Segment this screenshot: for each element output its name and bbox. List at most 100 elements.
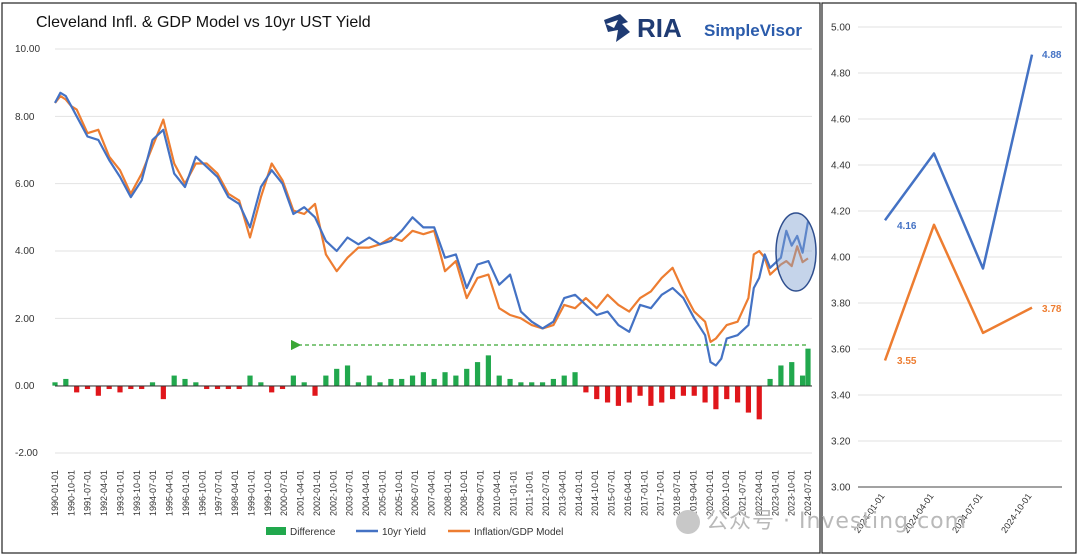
x-tick-label: 2017-10-01 <box>656 470 666 516</box>
difference-bar <box>301 382 307 386</box>
x-tick-label: 2000-07-01 <box>279 470 289 516</box>
difference-bar <box>724 385 730 400</box>
legend-label-difference: Difference <box>290 527 336 538</box>
x-tick-label: 2005-01-01 <box>377 470 387 516</box>
y-tick-label: 2.00 <box>15 314 35 325</box>
difference-bar <box>626 385 632 403</box>
difference-bar <box>789 362 795 386</box>
legend-label-yield: 10yr Yield <box>382 527 426 538</box>
difference-bar <box>204 385 210 390</box>
difference-bar <box>778 365 784 386</box>
difference-bar <box>225 385 231 390</box>
x-tick-label: 1993-10-01 <box>132 470 142 516</box>
difference-bar <box>323 375 329 386</box>
x-tick-label: 2011-10-01 <box>525 471 535 516</box>
difference-bar <box>518 382 524 386</box>
difference-bar <box>561 375 567 386</box>
difference-bar <box>399 378 405 386</box>
x-tick-label: 2019-04-01 <box>688 470 698 516</box>
x-tick-label: 1999-10-01 <box>263 470 273 516</box>
difference-bar <box>648 385 654 406</box>
difference-bar <box>160 385 166 400</box>
y-tick-label: -2.00 <box>15 448 38 459</box>
difference-bar <box>442 372 448 386</box>
difference-bar <box>279 385 286 390</box>
difference-bar <box>377 382 383 386</box>
y-tick-label: 3.40 <box>831 391 851 402</box>
yield-line <box>54 91 810 367</box>
difference-bar <box>659 385 665 403</box>
y-tick-label: 4.40 <box>831 161 851 172</box>
difference-bar <box>453 375 459 386</box>
x-tick-label: 2003-07-01 <box>345 470 355 516</box>
difference-bar <box>84 385 91 390</box>
highlight-ellipse <box>775 212 817 292</box>
x-tick-label: 1997-07-01 <box>214 470 224 516</box>
difference-bar <box>63 378 69 386</box>
difference-bar <box>583 385 589 393</box>
difference-bar <box>149 382 156 386</box>
left-gridlines <box>55 48 812 454</box>
difference-bar <box>756 385 762 420</box>
x-tick-label: 2017-01-01 <box>639 470 649 516</box>
model-line <box>54 94 809 343</box>
x-tick-label: 2013-04-01 <box>557 470 567 516</box>
left-series-lines <box>54 91 810 367</box>
legend-label-model: Inflation/GDP Model <box>474 527 563 538</box>
x-tick-label: 2014-10-01 <box>590 470 600 516</box>
x-tick-label: 2004-04-01 <box>361 470 371 516</box>
difference-bar <box>95 385 101 396</box>
difference-bar <box>236 385 242 390</box>
difference-bar <box>128 385 134 390</box>
difference-bar <box>669 385 676 400</box>
brand-product: SimpleVisor <box>704 21 802 40</box>
difference-bar <box>344 365 351 386</box>
x-tick-label: 1996-10-01 <box>197 470 207 516</box>
right-gridlines <box>858 26 1062 488</box>
y-tick-label: 10.00 <box>15 44 40 55</box>
difference-bar <box>171 375 177 386</box>
eagle-logo-icon <box>604 14 630 42</box>
x-tick-label: 2009-07-01 <box>476 470 486 516</box>
x-tick-label: 2020-10-01 <box>721 470 731 516</box>
x-tick-label: 2002-01-01 <box>312 470 322 516</box>
brand-name: RIA <box>637 13 682 43</box>
difference-bar <box>409 375 416 386</box>
left-panel-border <box>1 2 821 554</box>
x-tick-label: 1992-04-01 <box>99 470 109 516</box>
x-tick-label: 2020-01-01 <box>705 470 715 516</box>
difference-bar <box>496 375 502 386</box>
left-chart-title: Cleveland Infl. & GDP Model vs 10yr UST … <box>36 14 371 31</box>
difference-bar <box>290 375 296 386</box>
difference-bar <box>734 385 741 403</box>
difference-bar <box>214 385 221 390</box>
difference-bar <box>637 385 643 396</box>
x-tick-label: 1998-04-01 <box>230 470 240 516</box>
difference-bar <box>799 375 806 386</box>
difference-bar <box>106 385 112 390</box>
x-tick-label: 2007-04-01 <box>427 470 437 516</box>
data-label-model-end: 3.78 <box>1042 304 1062 315</box>
difference-bars <box>52 348 811 420</box>
x-tick-label: 1994-07-01 <box>148 470 158 516</box>
data-label-yield-end: 4.88 <box>1042 50 1062 61</box>
difference-bar <box>539 382 546 386</box>
y-tick-label: 6.00 <box>15 179 35 190</box>
x-tick-label: 1990-01-01 <box>50 470 60 516</box>
x-tick-label: 2010-04-01 <box>492 470 502 516</box>
difference-bar <box>388 378 394 386</box>
wechat-icon <box>676 510 700 534</box>
difference-bar <box>805 348 811 386</box>
difference-bar <box>182 378 188 386</box>
x-tick-label: 2002-10-01 <box>328 470 338 516</box>
x-tick-label: 1999-01-01 <box>246 470 256 516</box>
right-series-lines <box>883 54 1034 361</box>
legend-swatch-difference <box>266 527 286 535</box>
difference-bar <box>572 372 578 386</box>
data-label-model-start: 3.55 <box>897 356 917 367</box>
x-tick-label: 2008-01-01 <box>443 470 453 516</box>
right-panel-border <box>821 2 1077 554</box>
right-y-axis: 5.00 4.80 4.60 4.40 4.20 4.00 3.80 3.60 3.40 3.20… <box>831 23 851 494</box>
x-tick-label: 1996-01-01 <box>181 470 191 516</box>
